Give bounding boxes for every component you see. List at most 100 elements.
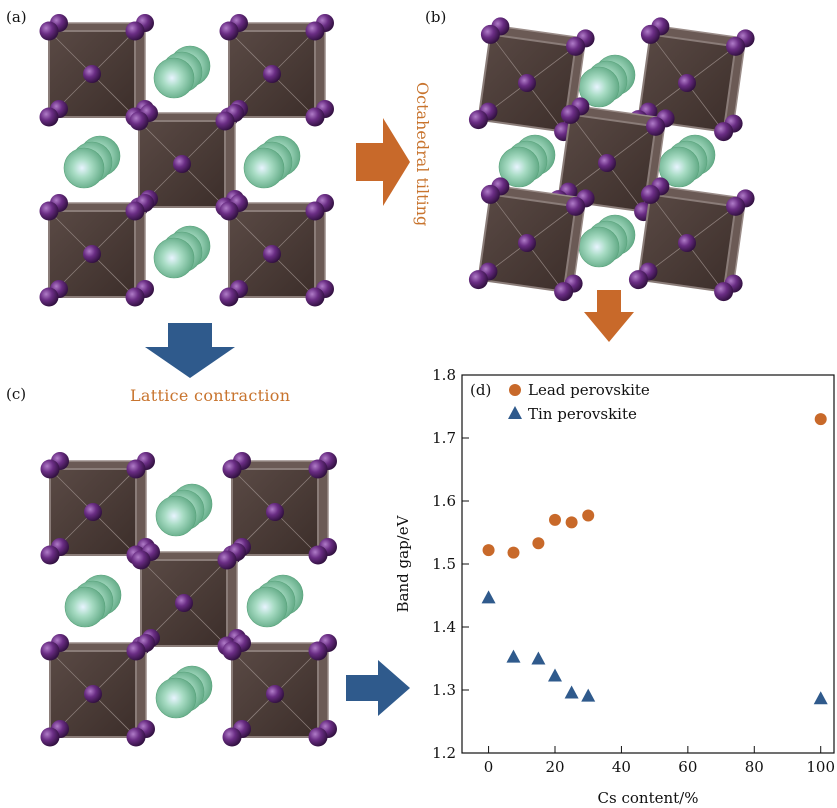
iodide-atom [566, 36, 586, 56]
iodide-atom [131, 550, 151, 570]
iodide-atom [126, 727, 146, 747]
iodide-atom [263, 65, 281, 83]
tin-data-point [813, 691, 828, 705]
octahedron-edge [181, 120, 226, 165]
data-points [481, 413, 828, 705]
octahedron-edge [274, 693, 319, 738]
band-gap-chart: 0 20 40 60 80 100 1.2 1.3 1.4 1.5 1.6 1.7 1.8 (d) Le… [394, 366, 835, 807]
octahedron-edge [570, 114, 608, 164]
octahedron-edge [274, 650, 319, 695]
iodide-atom [219, 21, 239, 41]
lead-data-point [814, 413, 827, 426]
octahedron-edge [140, 559, 185, 604]
iodide-atom [40, 727, 60, 747]
x-axis-label: Cs content/% [598, 789, 699, 807]
iodide-atom [308, 545, 328, 565]
iodide-atom [628, 270, 648, 290]
iodide-atom [480, 184, 500, 204]
octahedron-edge [183, 602, 228, 647]
octahedron-edge [91, 30, 136, 75]
iodide-atom [40, 545, 60, 565]
tin-data-point [548, 668, 562, 682]
y-tick-label: 1.4 [432, 618, 456, 636]
iodide-atom [640, 184, 660, 204]
y-tick-label: 1.7 [432, 429, 456, 447]
octahedron-edge [183, 559, 228, 604]
octahedron-edge [49, 468, 94, 513]
iodide-atom [678, 234, 696, 252]
legend-label-lead: Lead perovskite [528, 381, 650, 399]
iodide-atom [726, 196, 746, 216]
octahedron-edge [91, 253, 136, 298]
iodide-atom [598, 154, 616, 172]
octahedron-edge [91, 210, 136, 255]
arrow-right-orange [356, 118, 410, 206]
iodide-atom [566, 196, 586, 216]
octahedron-edge [526, 82, 564, 132]
octahedron-edge [686, 206, 736, 244]
cation-atom [153, 57, 195, 99]
octahedron-edge [526, 206, 576, 244]
iodide-atom [40, 459, 60, 479]
iodide-atom [468, 110, 488, 130]
octahedron-edge [271, 210, 316, 255]
arrow-down-orange [584, 290, 634, 342]
iodide-atom [468, 270, 488, 290]
iodide-atom [263, 245, 281, 263]
lead-data-point [565, 516, 578, 529]
iodide-atom [678, 74, 696, 92]
iodide-atom [40, 641, 60, 661]
iodide-atom [518, 74, 536, 92]
iodide-atom [640, 24, 660, 44]
iodide-atom [39, 107, 59, 127]
octahedron-edge [92, 468, 137, 513]
iodide-atom [125, 287, 145, 307]
arrow-down-blue [145, 323, 235, 378]
octahedron-edge [228, 210, 273, 255]
lead-data-point [582, 509, 595, 522]
octahedron-edge [686, 82, 724, 132]
octahedron-edge [650, 194, 688, 244]
cation-atom [578, 226, 620, 268]
x-tick-label: 80 [745, 758, 764, 776]
iodide-atom [39, 201, 59, 221]
cation-atom [63, 147, 105, 189]
iodide-atom [726, 36, 746, 56]
octahedron-edge [91, 73, 136, 118]
structure-b-tilted [468, 17, 755, 302]
iodide-atom [126, 641, 146, 661]
iodide-atom [305, 21, 325, 41]
octahedron-edge [606, 126, 656, 164]
legend-marker-lead [509, 384, 521, 396]
octahedron-edge [92, 650, 137, 695]
octahedron-edge [271, 253, 316, 298]
octahedron-edge [490, 194, 528, 244]
tin-data-point [531, 651, 546, 665]
octahedron-edge [92, 693, 137, 738]
x-tick-label: 40 [612, 758, 631, 776]
iodide-atom [219, 287, 239, 307]
iodide-atom [173, 155, 191, 173]
iodide-atom [84, 685, 102, 703]
lead-data-point [549, 513, 561, 526]
structure-a-cubic [39, 14, 334, 307]
y-tick-label: 1.8 [432, 366, 456, 384]
lead-data-point [507, 546, 520, 559]
octahedron-edge [48, 30, 93, 75]
x-tick-label: 60 [678, 758, 697, 776]
iodide-atom [83, 65, 101, 83]
cation-atom [243, 147, 285, 189]
legend-label-tin: Tin perovskite [528, 405, 637, 423]
iodide-atom [222, 459, 242, 479]
octahedron-edge [526, 46, 576, 84]
octahedron-edge [48, 210, 93, 255]
cation-atom [246, 586, 288, 628]
iodide-atom [39, 287, 59, 307]
octahedron-edge [606, 162, 644, 212]
x-tick-label: 100 [806, 758, 835, 776]
arrow-right-blue [346, 660, 410, 716]
y-axis-label: Band gap/eV [394, 514, 412, 612]
iodide-atom [308, 727, 328, 747]
iodide-atom [646, 116, 666, 136]
legend-marker-tin [508, 406, 522, 419]
